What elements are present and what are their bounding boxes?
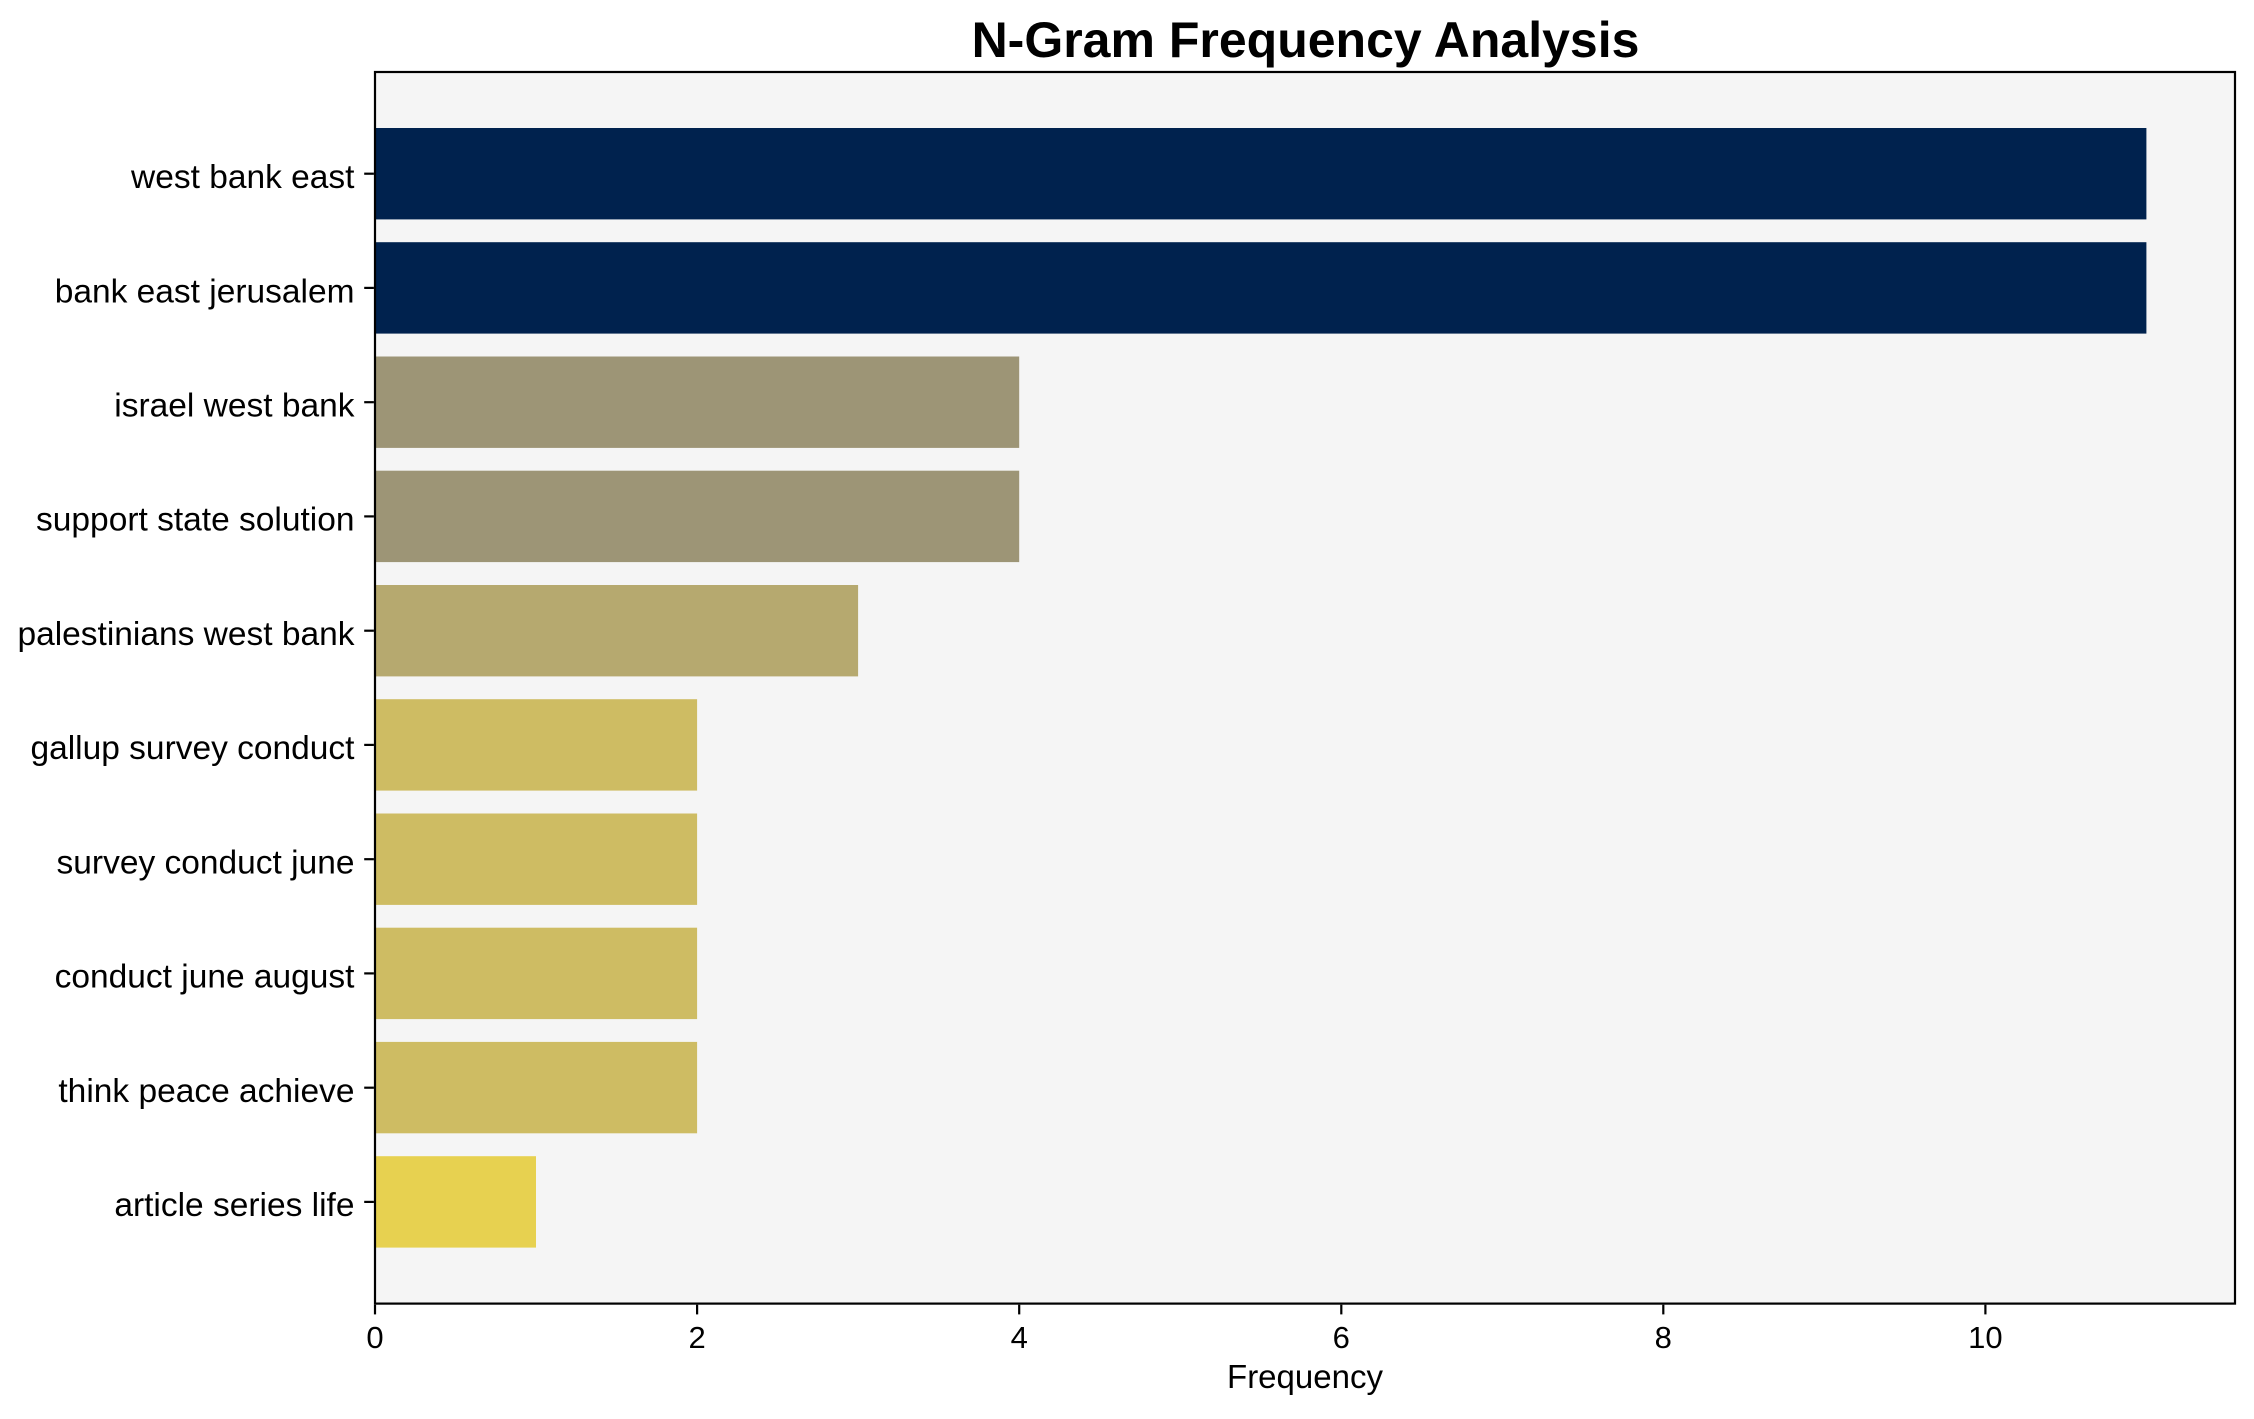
svg-text:conduct june august: conduct june august [55,959,356,996]
svg-text:bank east jerusalem: bank east jerusalem [55,273,355,310]
svg-text:2: 2 [688,1320,705,1355]
svg-text:Frequency: Frequency [1227,1358,1383,1395]
svg-text:think peace achieve: think peace achieve [58,1073,354,1110]
svg-text:6: 6 [1333,1320,1350,1355]
svg-text:4: 4 [1011,1320,1028,1355]
svg-text:west bank east: west bank east [130,159,355,196]
svg-text:survey conduct june: survey conduct june [57,845,355,882]
svg-text:N-Gram Frequency Analysis: N-Gram Frequency Analysis [972,12,1640,68]
svg-text:israel west bank: israel west bank [114,388,354,425]
svg-text:10: 10 [1968,1320,2002,1355]
svg-text:support state solution: support state solution [36,502,354,539]
svg-text:8: 8 [1655,1320,1672,1355]
svg-text:0: 0 [366,1320,383,1355]
svg-text:article series life: article series life [114,1187,354,1224]
svg-text:gallup survey conduct: gallup survey conduct [30,730,355,767]
svg-text:palestinians west bank: palestinians west bank [17,616,354,653]
